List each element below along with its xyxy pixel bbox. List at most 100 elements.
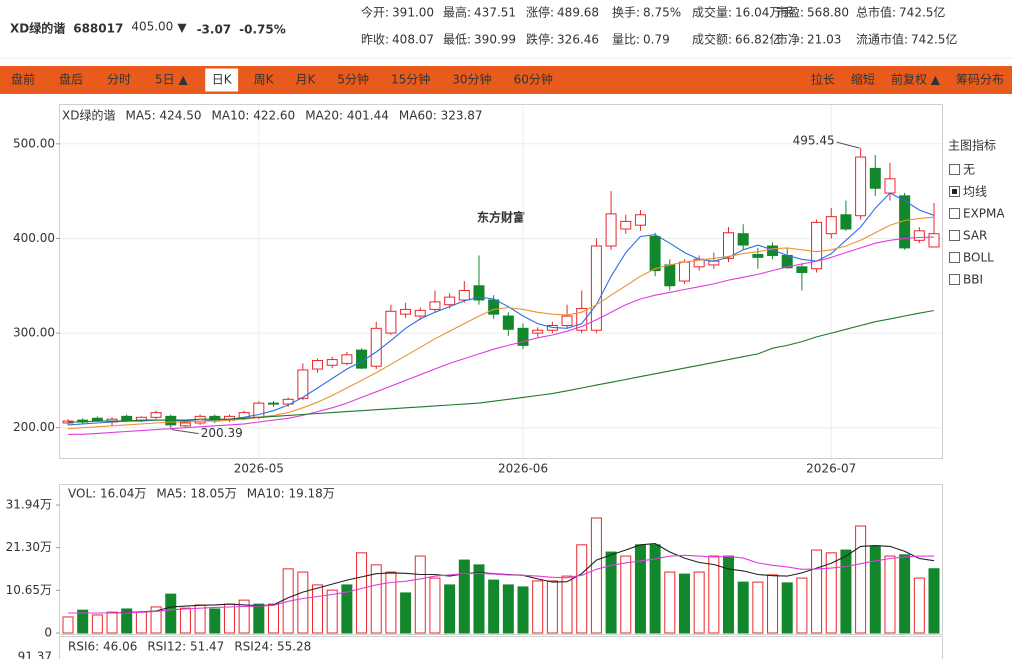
indicator-label[interactable]: SAR xyxy=(963,229,987,243)
toolbar-tab[interactable]: 盘后 xyxy=(59,72,83,87)
candle-body xyxy=(458,289,470,301)
stat-label: 跌停: xyxy=(526,32,554,47)
candle-body xyxy=(341,354,353,364)
indicator-checkbox[interactable] xyxy=(949,230,960,241)
indicator-checkbox[interactable] xyxy=(949,252,960,263)
candle-body xyxy=(429,301,441,310)
volume-bar xyxy=(458,559,470,634)
candle-body xyxy=(825,216,837,235)
watermark: 东方财富 xyxy=(477,210,525,225)
volume-bar xyxy=(840,549,852,634)
volume-bar xyxy=(297,571,309,634)
toolbar-background xyxy=(0,66,1012,94)
indicator-label[interactable]: EXPMA xyxy=(963,207,1005,221)
volume-bar xyxy=(590,517,602,634)
volume-bar xyxy=(502,584,514,634)
legend-item: MA5: 424.50 xyxy=(125,109,201,123)
y-tick-label: 400.00 xyxy=(13,231,55,245)
rsi-panel-frame xyxy=(59,636,943,659)
low-price-label: 200.39 xyxy=(201,426,243,440)
toolbar-tab-label[interactable]: 筹码分布 xyxy=(956,73,1004,87)
volume-bar xyxy=(869,545,881,634)
candle-body xyxy=(150,412,162,418)
volume-bar xyxy=(620,555,632,634)
volume-bar xyxy=(209,608,221,634)
indicator-checkbox[interactable] xyxy=(949,208,960,219)
stat-label: 总市值: xyxy=(856,5,896,20)
legend-item: MA10: 422.60 xyxy=(212,109,296,123)
candle-body xyxy=(179,422,191,427)
candle-body xyxy=(605,213,617,247)
stat-label: 量比: xyxy=(612,33,640,47)
toolbar-tab[interactable]: 5分钟 xyxy=(337,72,369,87)
toolbar-tab[interactable]: 60分钟 xyxy=(514,72,553,87)
moving-average-line xyxy=(68,554,934,614)
indicator-label[interactable]: 无 xyxy=(963,163,975,177)
volume-bar xyxy=(267,603,279,634)
candle-body xyxy=(121,415,133,421)
toolbar-tab[interactable]: 分时 xyxy=(107,73,131,87)
indicator-checkbox[interactable] xyxy=(949,164,960,175)
moving-average-line xyxy=(67,192,935,426)
toolbar-tab-label[interactable]: 拉长 xyxy=(811,72,835,87)
toolbar-tab[interactable]: 30分钟 xyxy=(452,72,491,87)
volume-bar xyxy=(179,607,191,634)
rsi-legend-item: RSI24: 55.28 xyxy=(234,640,311,654)
volume-bar xyxy=(811,549,823,634)
candle-body xyxy=(840,214,852,230)
candle-body xyxy=(414,309,426,317)
toolbar-tab-label[interactable]: 缩短 xyxy=(851,72,875,87)
legend-item: MA10: 19.18万 xyxy=(247,487,335,501)
candle-body xyxy=(488,299,500,315)
toolbar-tab[interactable]: 月K xyxy=(295,73,316,87)
legend-item: MA5: 18.05万 xyxy=(156,487,236,501)
volume-bar xyxy=(634,544,646,634)
y-tick-label: 21.30万 xyxy=(6,540,52,554)
y-tick-label: 500.00 xyxy=(13,136,55,150)
toolbar-tab-label[interactable]: 前复权 ▲ xyxy=(891,72,941,87)
volume-bar xyxy=(253,603,265,634)
toolbar-tab[interactable]: 日K xyxy=(205,68,239,92)
volume-panel-frame xyxy=(59,484,943,635)
volume-bar xyxy=(62,616,74,634)
indicator-label[interactable]: BBI xyxy=(963,273,983,287)
volume-bar xyxy=(708,555,720,634)
volume-bar xyxy=(91,614,103,634)
volume-bar xyxy=(693,571,705,634)
candle-body xyxy=(590,245,602,331)
indicator-label[interactable]: BOLL xyxy=(963,251,994,265)
toolbar-tab[interactable]: 周K xyxy=(254,73,275,87)
y-tick-label: 31.94万 xyxy=(6,497,52,511)
toolbar-tab[interactable]: 15分钟 xyxy=(391,72,430,87)
stock-name: XD绿的谐 xyxy=(10,21,65,36)
candle-body xyxy=(326,359,338,366)
volume-bar xyxy=(561,575,573,634)
volume-bar xyxy=(605,551,617,634)
volume-bar xyxy=(532,580,544,634)
volume-bar xyxy=(356,552,368,634)
volume-bar xyxy=(385,571,397,634)
toolbar-tab[interactable]: 盘前 xyxy=(11,72,35,87)
candle-body xyxy=(913,230,925,241)
candle-body xyxy=(869,167,881,189)
volume-bar xyxy=(928,568,940,634)
volume-bar xyxy=(370,564,382,634)
candle-body xyxy=(370,327,382,367)
volume-bar xyxy=(238,599,250,634)
candle-body xyxy=(502,315,514,330)
volume-bar xyxy=(752,581,764,634)
indicator-checkbox[interactable] xyxy=(949,274,960,285)
candle-body xyxy=(444,296,456,306)
rsi-y-tick-label: 91.37 xyxy=(18,650,52,659)
moving-average-line xyxy=(67,216,935,430)
x-tick-label: 2026-06 xyxy=(498,462,548,476)
indicator-label[interactable]: 均线 xyxy=(963,185,987,199)
candle-body xyxy=(385,310,397,334)
moving-average-line xyxy=(68,236,935,435)
stat-value: 66.82亿 xyxy=(735,32,781,47)
stat-value: 408.07 xyxy=(392,33,434,47)
toolbar-tab[interactable]: 5日 ▲ xyxy=(155,73,188,87)
volume-bar xyxy=(737,581,749,634)
